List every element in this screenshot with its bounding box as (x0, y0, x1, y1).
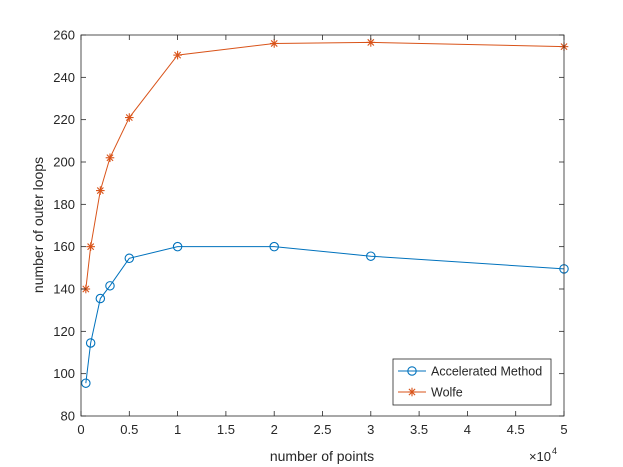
data-point-0-6 (269, 241, 279, 252)
data-point-0-2 (95, 293, 106, 304)
data-point-0-1 (85, 338, 96, 348)
data-point-0-5 (172, 241, 183, 252)
legend: Accelerated Method Wolfe (392, 358, 552, 406)
data-point-1-1-d2 (87, 243, 95, 251)
y-axis-label: number of outer loops (30, 157, 46, 293)
axes-layer (80, 34, 565, 417)
data-point-0-4 (124, 253, 135, 264)
x-exponent-base: ×10 (529, 449, 551, 464)
data-point-0-0 (81, 378, 91, 388)
y-tick-labels: 80 100 120 140 160 180 200 220 240 260 (53, 28, 75, 424)
legend-marker-1-d2 (408, 388, 416, 396)
data-point-1-5-d2 (174, 51, 182, 59)
x-axis-label: number of points (270, 448, 374, 464)
y-tick-label-8: 240 (53, 70, 75, 85)
x-tick-label-3: 1.5 (217, 422, 235, 437)
data-point-1-6 (269, 39, 279, 48)
data-point-1-1 (86, 242, 95, 251)
data-point-1-3 (105, 153, 115, 163)
data-point-0-7 (366, 251, 376, 261)
y-tick-label-1: 100 (53, 366, 75, 381)
x-tick-label-0: 0 (77, 422, 84, 437)
legend-label-0: Accelerated Method (431, 365, 542, 379)
y-tick-label-4: 160 (53, 239, 75, 254)
y-tick-label-0: 80 (61, 409, 75, 424)
x-exponent-label: ×10 4 (529, 446, 557, 464)
x-tick-label-9: 4.5 (507, 422, 525, 437)
series-line-0 (85, 246, 565, 384)
data-point-1-2-d2 (96, 187, 104, 195)
data-point-1-4 (125, 113, 134, 122)
y-tick-label-6: 200 (53, 155, 75, 170)
data-point-1-6-d2 (270, 39, 278, 47)
plot-area (81, 35, 564, 416)
x-tick-label-2: 1 (174, 422, 181, 437)
x-tick-label-7: 3.5 (410, 422, 428, 437)
y-tick-label-7: 220 (53, 112, 75, 127)
legend-item-0: Accelerated Method (398, 365, 542, 379)
data-point-1-2 (96, 186, 105, 195)
legend-box (392, 358, 552, 406)
series-layer (81, 38, 569, 388)
y-tick-label-5: 180 (53, 197, 75, 212)
x-tick-label-1: 0.5 (120, 422, 138, 437)
legend-label-1: Wolfe (431, 386, 463, 400)
x-tick-label-10: 5 (560, 422, 567, 437)
y-tick-label-2: 120 (53, 324, 75, 339)
data-point-1-5 (173, 50, 182, 60)
y-tick-label-3: 140 (53, 282, 75, 297)
data-point-1-7 (366, 38, 376, 47)
data-point-1-7-d2 (367, 38, 375, 46)
data-point-1-4-d2 (125, 114, 133, 122)
series-0 (81, 241, 569, 388)
series-1 (81, 38, 569, 294)
legend-marker-1 (407, 387, 417, 397)
data-point-0-3 (105, 281, 115, 291)
y-tick-label-9: 260 (53, 28, 75, 43)
x-exponent-power: 4 (552, 446, 557, 456)
x-tick-label-6: 3 (367, 422, 374, 437)
x-tick-label-8: 4 (464, 422, 471, 437)
legend-marker-0 (407, 366, 417, 376)
x-tick-label-4: 2 (271, 422, 278, 437)
x-tick-label-5: 2.5 (313, 422, 331, 437)
legend-item-1: Wolfe (398, 386, 463, 400)
x-tick-labels: 0 0.5 1 1.5 2 2.5 3 3.5 4 4.5 5 (77, 422, 567, 437)
data-point-1-3-d2 (106, 154, 114, 162)
